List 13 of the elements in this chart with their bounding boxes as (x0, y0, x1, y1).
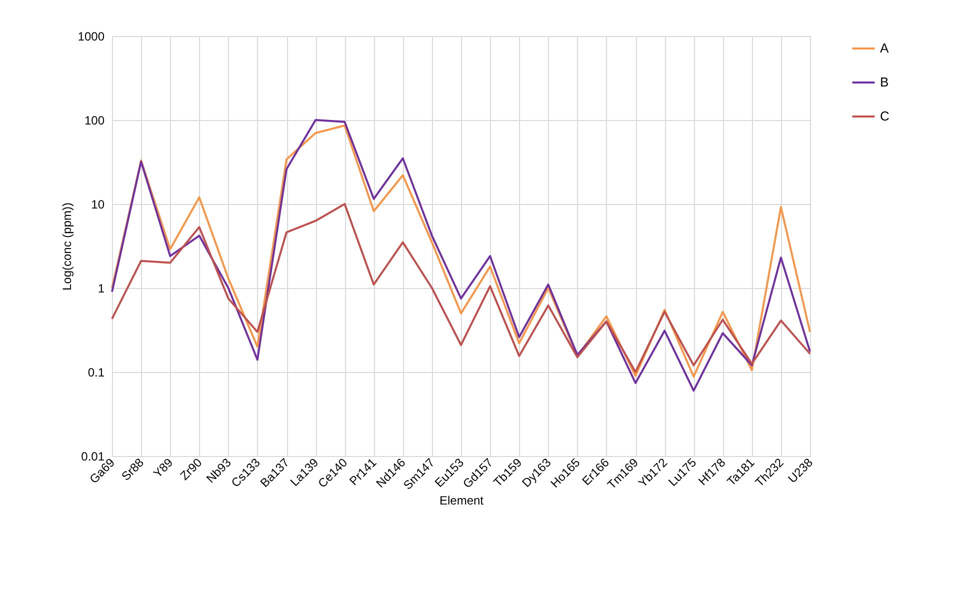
legend-label: A (880, 40, 889, 56)
y-tick-label: 0.1 (88, 366, 105, 380)
y-tick-label: 1 (98, 282, 105, 296)
y-tick-label: 10 (91, 198, 105, 212)
y-axis-title: Log(conc (ppm)) (60, 202, 74, 291)
y-tick-label: 100 (84, 114, 105, 128)
legend-label: C (880, 108, 890, 124)
y-tick-label: 1000 (78, 30, 105, 44)
x-axis-title: Element (439, 494, 484, 508)
x-tick-label: Y89 (150, 455, 176, 481)
line-series (111, 203, 811, 373)
legend-label: B (880, 74, 889, 90)
y-tick-label: 0.01 (81, 450, 105, 464)
